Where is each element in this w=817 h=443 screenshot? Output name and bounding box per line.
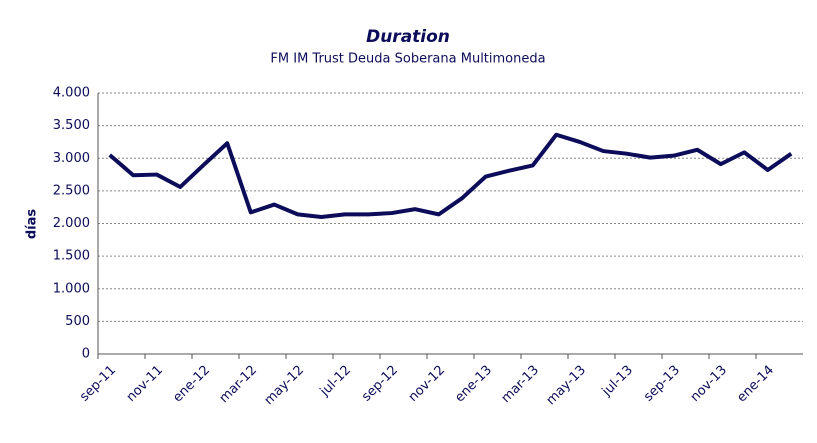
x-tick-label: jul-12: [317, 363, 354, 400]
x-tick-label: mar-13: [499, 363, 542, 406]
x-tick-label: ene-13: [452, 363, 495, 406]
x-tick-label: sep-12: [359, 363, 401, 405]
x-tick-label: ene-14: [734, 363, 777, 406]
y-tick-label: 3.000: [53, 151, 90, 166]
y-tick-label: 0: [82, 347, 90, 362]
y-tick-label: 2.000: [53, 216, 90, 231]
x-tick-label: nov-11: [124, 363, 166, 405]
y-tick-label: 1.500: [53, 249, 90, 264]
x-tick-label: ene-12: [170, 363, 213, 406]
x-tick-label: sep-11: [77, 363, 119, 405]
x-tick-label: sep-13: [641, 363, 683, 405]
x-tick-label: jul-13: [599, 363, 636, 400]
x-tick-label: may-12: [262, 363, 307, 408]
x-tick-label: nov-13: [688, 363, 730, 405]
y-tick-label: 500: [65, 314, 90, 329]
y-axis-label: días: [25, 209, 40, 240]
chart-title: Duration: [366, 27, 450, 47]
x-tick-label: mar-12: [217, 363, 260, 406]
x-tick-label: may-13: [544, 363, 589, 408]
chart-subtitle: FM IM Trust Deuda Soberana Multimoneda: [270, 52, 545, 67]
y-tick-label: 1.000: [53, 281, 90, 296]
y-tick-label: 4.000: [53, 86, 90, 101]
x-tick-label: nov-12: [406, 363, 448, 405]
line-series: [108, 132, 793, 219]
y-tick-label: 2.500: [53, 183, 90, 198]
y-tick-label: 3.500: [53, 118, 90, 133]
